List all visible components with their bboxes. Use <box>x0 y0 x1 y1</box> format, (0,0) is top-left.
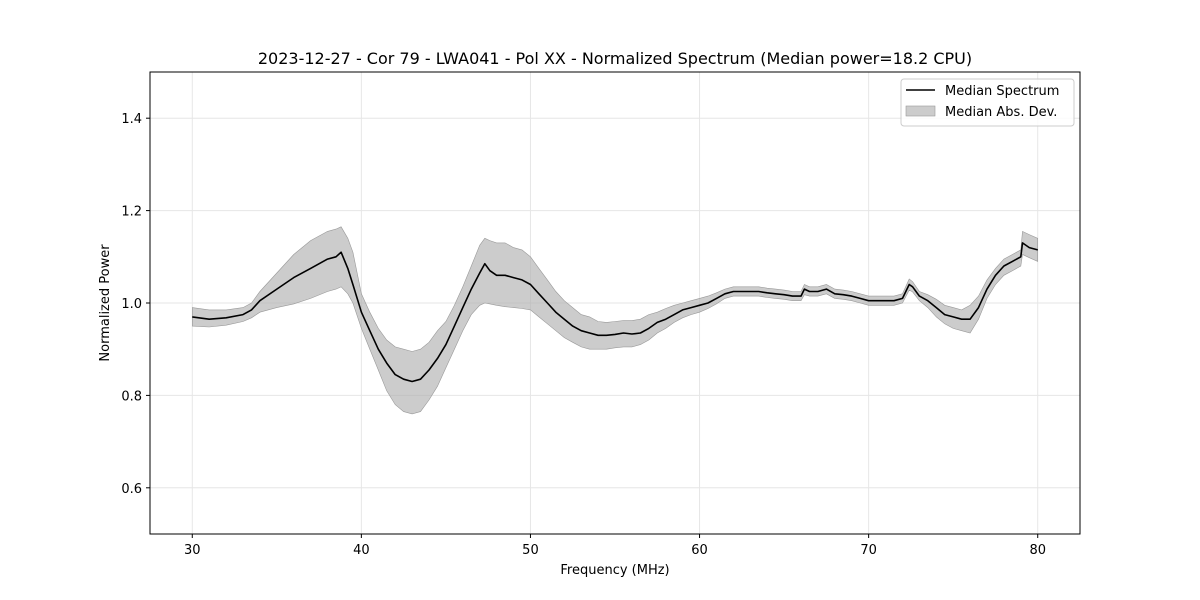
x-tick-label: 50 <box>522 543 539 558</box>
x-axis-label: Frequency (MHz) <box>560 563 669 578</box>
y-axis: 0.6 0.8 1.0 1.2 1.4 <box>121 112 150 497</box>
legend-box <box>900 78 1075 127</box>
chart-title: 2023-12-27 - Cor 79 - LWA041 - Pol XX - … <box>258 49 972 68</box>
y-tick-label: 1.2 <box>121 205 142 220</box>
median-spectrum-line <box>192 242 1038 383</box>
x-tick-label: 60 <box>691 543 708 558</box>
x-tick-label: 70 <box>860 543 877 558</box>
median-line-layer <box>192 242 1038 383</box>
y-tick-label: 1.0 <box>121 297 142 312</box>
legend-band-swatch <box>905 105 936 117</box>
x-axis: 30 40 50 60 70 80 <box>184 534 1046 558</box>
legend: Median Spectrum Median Abs. Dev. <box>900 78 1075 127</box>
legend-label-median: Median Spectrum <box>945 84 1059 99</box>
mad-band <box>192 226 1038 415</box>
y-tick-label: 0.8 <box>121 389 142 404</box>
y-tick-label: 0.6 <box>121 482 142 497</box>
mad-band-layer <box>192 226 1038 415</box>
y-axis-label: Normalized Power <box>98 244 113 362</box>
x-tick-label: 30 <box>184 543 201 558</box>
legend-label-mad: Median Abs. Dev. <box>945 105 1057 120</box>
y-tick-label: 1.4 <box>121 112 142 127</box>
x-tick-label: 40 <box>353 543 370 558</box>
x-tick-label: 80 <box>1029 543 1046 558</box>
